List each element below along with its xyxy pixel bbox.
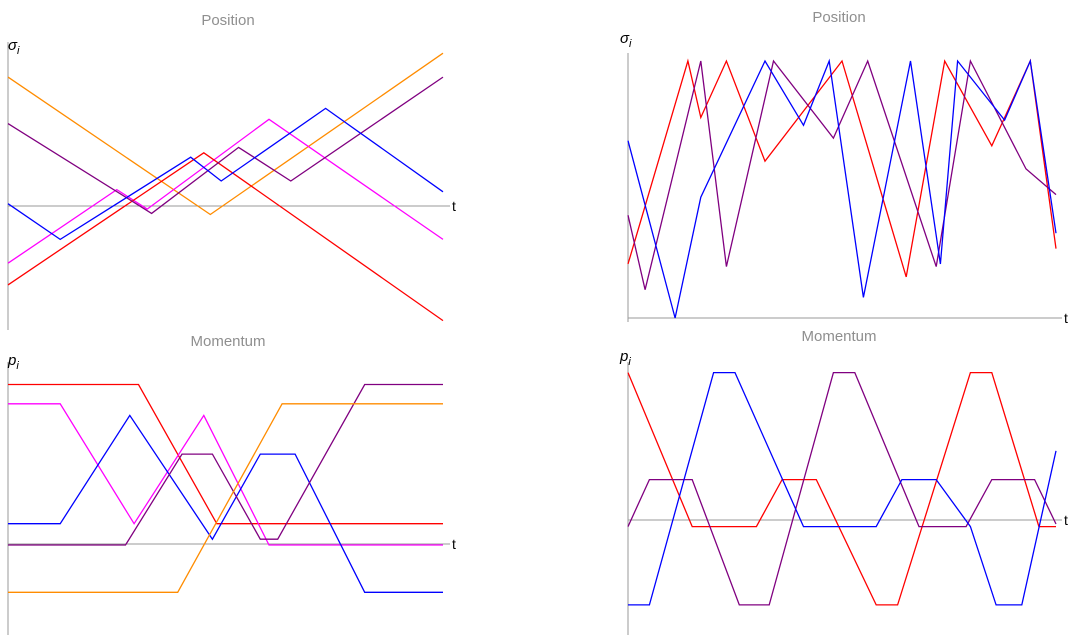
series-line-4 [7, 76, 444, 215]
y-axis-label-subscript: i [629, 38, 632, 50]
x-axis-label: t [452, 536, 456, 552]
x-axis-label: t [1064, 310, 1068, 326]
series-line-4 [8, 383, 443, 546]
chart-panel-3: Momentum pi t [7, 333, 456, 635]
y-axis-label: σi [8, 37, 20, 57]
y-axis-label-subscript: i [17, 45, 20, 57]
series-line-5 [7, 107, 444, 241]
y-axis-label: pi [7, 352, 19, 372]
series-line-1 [627, 58, 1057, 278]
series-line-5 [8, 403, 443, 593]
series-line-1 [7, 52, 444, 216]
y-axis-label-subscript: i [628, 356, 631, 368]
series-line-1 [627, 371, 1056, 606]
series-line-3 [628, 371, 1057, 606]
series-line-2 [8, 403, 443, 546]
y-axis-label: pi [619, 348, 631, 368]
chart-title: Position [812, 9, 865, 26]
series-line-3 [7, 152, 444, 322]
series-line-3 [8, 414, 443, 593]
chart-title: Momentum [801, 328, 876, 345]
chart-panel-4: Momentum pi t [619, 328, 1068, 635]
y-axis-label: σi [620, 30, 632, 50]
chart-title: Position [201, 12, 254, 29]
series-line-2 [7, 118, 444, 264]
chart-panel-1: Position σi t [7, 12, 456, 330]
series-line-2 [627, 58, 1057, 290]
x-axis-label: t [452, 198, 456, 214]
series-line-3 [627, 58, 1057, 319]
y-axis-label-subscript: i [16, 360, 19, 372]
chart-title: Momentum [190, 333, 265, 350]
series-line-2 [627, 371, 1057, 606]
chart-panel-2: Position σi t [620, 9, 1068, 326]
x-axis-label: t [1064, 512, 1068, 528]
